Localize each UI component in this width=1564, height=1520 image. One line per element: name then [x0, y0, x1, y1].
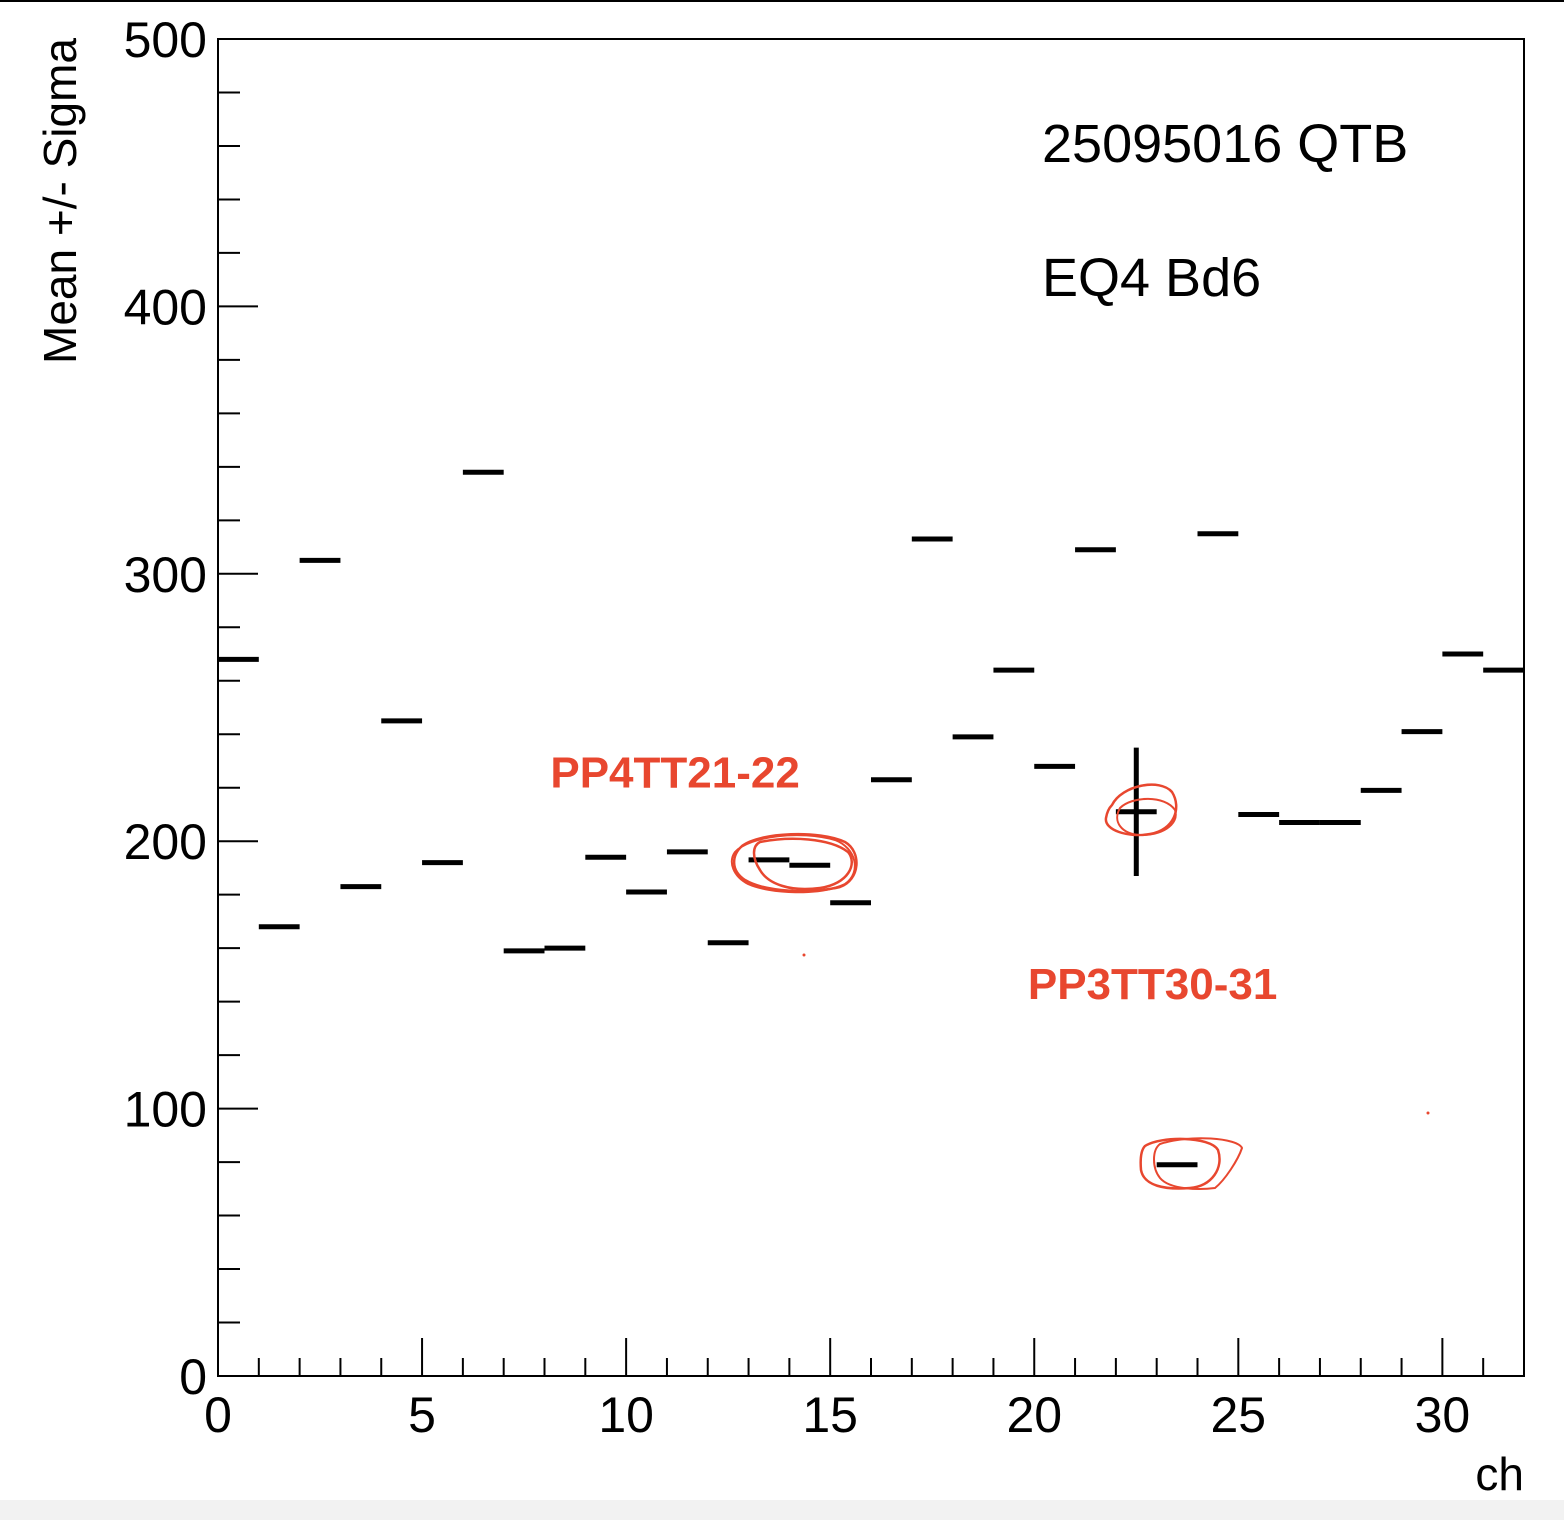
run-label: 25095016 QTB — [1042, 114, 1408, 174]
highlight-circle-ch22-inner — [1116, 797, 1177, 837]
x-tick-labels: 0 5 10 15 20 25 30 — [204, 1387, 1470, 1443]
highlight-circle-ch23-outer — [1153, 1137, 1244, 1190]
annotation-label: PP3TT30-31 — [1028, 960, 1277, 1009]
y-tick-labels: 0 100 200 300 400 500 — [124, 12, 207, 1405]
x-minor-ticks — [217, 1338, 1525, 1376]
y-tick-label: 300 — [124, 547, 207, 603]
annotations: PP4TT21-22 PP3TT30-31 — [550, 749, 1277, 1009]
y-tick-label: 500 — [124, 12, 207, 68]
board-label: EQ4 Bd6 — [1042, 248, 1261, 308]
x-tick-label: 5 — [408, 1387, 436, 1443]
x-tick-label: 30 — [1415, 1387, 1471, 1443]
x-tick-label: 0 — [204, 1387, 232, 1443]
top-border — [0, 0, 1564, 2]
data-point — [1115, 747, 1157, 876]
plot-frame — [217, 38, 1525, 1377]
x-axis-label: ch — [1475, 1448, 1524, 1500]
y-tick-label: 400 — [124, 279, 207, 335]
y-tick-label: 100 — [124, 1082, 207, 1138]
x-tick-label: 25 — [1211, 1387, 1267, 1443]
highlight-circle-ch13-14-outer — [730, 834, 856, 894]
stray-dot-1 — [802, 953, 806, 957]
stray-dot-2 — [1426, 1111, 1430, 1115]
bottom-strip — [0, 1500, 1564, 1520]
y-tick-label: 0 — [179, 1349, 207, 1405]
data-markers — [218, 469, 1524, 1168]
y-tick-label: 200 — [124, 814, 207, 870]
highlight-circle-ch13-14-inner — [752, 837, 853, 891]
x-tick-label: 20 — [1006, 1387, 1062, 1443]
hand-drawn-circles — [730, 783, 1430, 1190]
y-minor-ticks — [218, 38, 258, 1377]
x-tick-label: 10 — [598, 1387, 654, 1443]
x-tick-label: 15 — [802, 1387, 858, 1443]
annotation-label: PP4TT21-22 — [550, 749, 799, 798]
y-axis-label: Mean +/- Sigma — [34, 38, 86, 364]
